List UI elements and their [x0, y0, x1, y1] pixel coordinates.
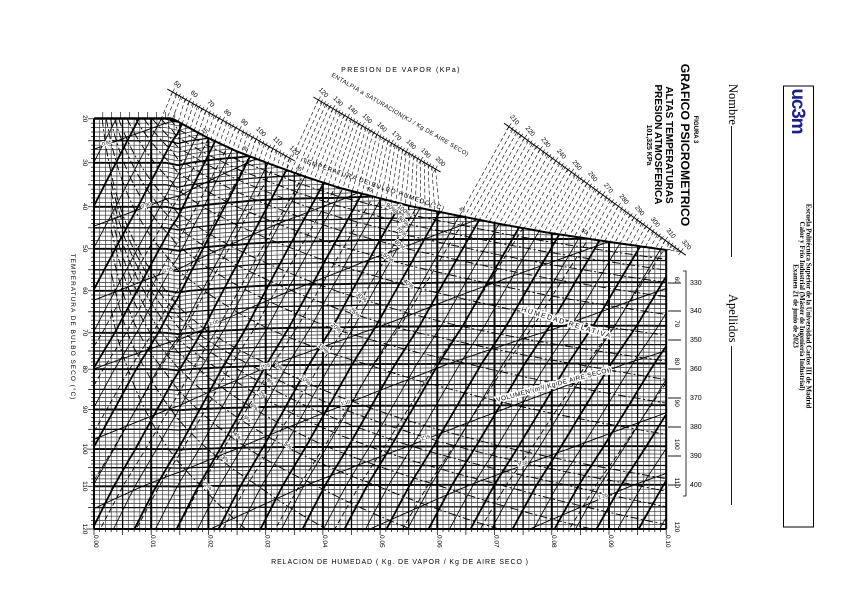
svg-text:0.90: 0.90: [141, 201, 152, 209]
svg-text:Escuela Politécnica Superior d: Escuela Politécnica Superior de la Unive…: [805, 204, 813, 409]
svg-text:Calor y Frío Industrial (Máste: Calor y Frío Industrial (Máster de Ingen…: [798, 221, 806, 391]
svg-text:GRAFICO PSICROMETRICO: GRAFICO PSICROMETRICO: [678, 64, 692, 227]
svg-text:400: 400: [690, 482, 702, 489]
svg-text:110: 110: [673, 478, 680, 489]
svg-text:100: 100: [673, 439, 680, 450]
svg-text:0.08: 0.08: [550, 535, 557, 548]
svg-text:80: 80: [222, 108, 232, 118]
svg-text:0.00: 0.00: [92, 535, 99, 548]
svg-text:0.02: 0.02: [206, 535, 213, 548]
svg-text:340: 340: [690, 308, 702, 315]
svg-text:1.05: 1.05: [260, 363, 271, 371]
svg-text:TEMPERATURA DE BULBO SECO (°: TEMPERATURA DE BULBO SECO (°C): [69, 254, 77, 401]
svg-text:101,325 KPa: 101,325 KPa: [645, 125, 652, 166]
svg-text:8%: 8%: [265, 377, 275, 387]
svg-text:0.07: 0.07: [493, 535, 500, 548]
svg-text:50: 50: [81, 245, 88, 253]
svg-text:0.85: 0.85: [101, 139, 112, 147]
svg-text:6%: 6%: [249, 402, 259, 412]
svg-text:25: 25: [200, 127, 208, 135]
svg-text:0.05: 0.05: [378, 535, 385, 548]
svg-text:30: 30: [81, 159, 88, 167]
svg-text:0.09: 0.09: [607, 535, 614, 548]
svg-text:90: 90: [81, 406, 88, 414]
svg-text:40: 40: [365, 186, 373, 194]
svg-text:330: 330: [690, 280, 702, 287]
svg-text:1.20: 1.20: [517, 460, 528, 468]
svg-text:90: 90: [239, 118, 249, 128]
svg-text:110: 110: [81, 481, 88, 492]
svg-text:9%: 9%: [274, 362, 284, 372]
svg-text:70: 70: [81, 329, 88, 337]
svg-text:60: 60: [189, 89, 199, 99]
svg-text:PRESION ATMOSFERICA: PRESION ATMOSFERICA: [652, 84, 663, 204]
svg-text:90: 90: [673, 400, 680, 408]
svg-text:0.01: 0.01: [149, 535, 156, 548]
svg-text:Examen 21 de junio de 2023: Examen 21 de junio de 2023: [792, 264, 800, 348]
svg-text:35: 35: [294, 165, 302, 173]
svg-text:120: 120: [673, 522, 680, 533]
svg-text:ALTAS TEMPERATURAS: ALTAS TEMPERATURAS: [663, 86, 674, 204]
svg-text:70: 70: [205, 99, 215, 109]
svg-text:45: 45: [457, 206, 465, 214]
svg-text:7%: 7%: [257, 390, 267, 400]
svg-text:PRESION DE VAPOR (KPa): PRESION DE VAPOR (KPa): [341, 67, 461, 74]
svg-text:380: 380: [690, 424, 702, 431]
svg-text:RELACION DE HUMEDAD ( Kg.: RELACION DE HUMEDAD ( Kg. DE VAPOR / Kg …: [271, 559, 529, 566]
svg-text:370: 370: [690, 395, 702, 402]
svg-text:20: 20: [81, 115, 88, 123]
svg-text:FIGURA 3: FIGURA 3: [692, 116, 698, 144]
svg-text:360: 360: [690, 366, 702, 373]
svg-text:0.04: 0.04: [321, 535, 328, 548]
svg-text:0.06: 0.06: [435, 535, 442, 548]
svg-text:2%: 2%: [203, 482, 213, 492]
svg-text:0.10: 0.10: [664, 535, 671, 548]
svg-text:120: 120: [81, 524, 88, 535]
svg-text:80: 80: [81, 366, 88, 374]
svg-text:1.15: 1.15: [420, 434, 431, 442]
svg-text:Apellidos: Apellidos: [726, 294, 740, 343]
svg-text:70: 70: [673, 320, 680, 328]
svg-text:80: 80: [673, 358, 680, 366]
svg-text:60: 60: [673, 277, 680, 285]
svg-text:4%: 4%: [232, 431, 242, 441]
svg-text:uc3m: uc3m: [787, 89, 808, 135]
svg-text:50: 50: [580, 228, 588, 236]
svg-text:1.10: 1.10: [340, 399, 351, 407]
svg-text:1.25: 1.25: [598, 493, 609, 501]
svg-text:390: 390: [690, 453, 702, 460]
svg-text:Nombre: Nombre: [726, 84, 740, 125]
svg-text:50: 50: [172, 80, 182, 90]
svg-text:60: 60: [81, 287, 88, 295]
svg-text:1.00: 1.00: [208, 319, 219, 327]
svg-text:40: 40: [81, 203, 88, 211]
svg-text:350: 350: [690, 337, 702, 344]
svg-text:30: 30: [241, 145, 249, 153]
svg-text:5%: 5%: [242, 414, 252, 424]
svg-text:3%: 3%: [220, 454, 230, 464]
svg-text:0.03: 0.03: [264, 535, 271, 548]
svg-text:0.95: 0.95: [163, 266, 174, 274]
svg-text:100: 100: [81, 444, 88, 455]
